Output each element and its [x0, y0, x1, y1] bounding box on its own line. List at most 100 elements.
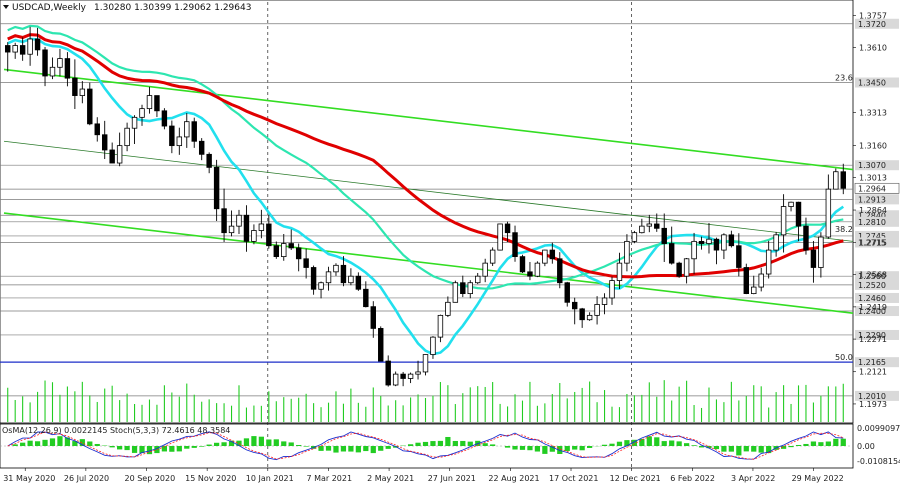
osma-bar: [534, 446, 541, 452]
osma-bar: [676, 441, 682, 446]
volume-layer: [7, 380, 844, 422]
candle-bear: [169, 125, 175, 147]
trend-lower-line: [3, 212, 854, 314]
candle-bull: [131, 116, 138, 129]
price-level-box: [855, 230, 899, 241]
x-tick-label: 17 Oct 2021: [549, 474, 598, 483]
osma-bar: [117, 446, 123, 450]
osma-bar: [385, 446, 391, 449]
candle-bear: [743, 267, 750, 295]
x-tick-label: 2 May 2021: [367, 474, 414, 483]
osma-bar: [579, 446, 585, 451]
candle-bear: [161, 110, 168, 127]
price-level-label: 1.2913: [858, 195, 886, 204]
candle-bull: [624, 240, 630, 264]
y-tick-label: 1.2121: [859, 368, 887, 377]
candle-bear: [266, 223, 272, 247]
candle-bull: [251, 230, 257, 242]
candle-bull: [601, 297, 608, 305]
candle-bear: [736, 245, 742, 268]
price-level-label: 1.3450: [858, 79, 886, 88]
ema-mid-line: [7, 24, 844, 290]
osma-bar: [683, 443, 690, 446]
x-tick-label: 12 Dec 2021: [610, 474, 661, 483]
osma-bar: [616, 441, 623, 446]
candle-bear: [243, 214, 250, 242]
candle-bull: [609, 280, 615, 299]
candle-bear: [668, 243, 675, 264]
osma-bar: [176, 446, 182, 452]
candles-layer: [5, 26, 846, 387]
osma-bar: [527, 446, 533, 451]
candle-bull: [683, 258, 690, 277]
candle-bear: [385, 360, 391, 386]
x-tick-label: 6 Feb 2022: [670, 474, 715, 483]
candle-bear: [101, 134, 108, 151]
osma-bar: [378, 446, 384, 451]
candle-bull: [415, 371, 421, 375]
candle-bear: [288, 243, 294, 249]
osma-layer: 0.0099097 0.00 -0.0108154: [0, 424, 900, 466]
candle-bull: [407, 373, 414, 379]
osma-bar: [609, 443, 615, 446]
price-level-box: [855, 271, 899, 282]
osma-bar: [139, 446, 145, 454]
osma-bar: [109, 446, 115, 448]
osma-bar: [654, 437, 660, 446]
osma-bar: [273, 439, 279, 446]
candle-bear: [564, 282, 570, 303]
price-level-box: [855, 237, 899, 248]
candle-bull: [475, 275, 481, 284]
osma-bar: [706, 446, 712, 449]
osma-bar: [661, 441, 667, 446]
candle-bull: [49, 66, 56, 77]
candle-bear: [109, 149, 115, 164]
symbol-label: USDCAD,Weekly: [12, 3, 87, 13]
price-level-box: [855, 292, 899, 303]
candle-bear: [571, 301, 578, 310]
candle-bull: [258, 223, 265, 231]
candle-bull: [333, 264, 339, 273]
x-tick-label: 22 Aug 2021: [488, 474, 539, 483]
osma-bar: [169, 446, 175, 452]
fib-label: 38.2: [835, 225, 853, 234]
candle-bear: [460, 282, 466, 295]
osma-bar: [422, 441, 429, 446]
price-level-label: 1.3720: [858, 20, 886, 29]
osma-bar: [146, 446, 153, 455]
price-axis[interactable]: 1.37201.34501.30701.29601.29131.28401.28…: [853, 12, 900, 409]
candle-bull: [773, 234, 779, 251]
osma-bar: [766, 446, 772, 454]
candle-bear: [295, 247, 302, 260]
candle-bear: [795, 201, 802, 227]
y-tick-label: 1.3013: [859, 174, 887, 183]
candle-bull: [430, 336, 436, 355]
triangle-down-icon[interactable]: [3, 5, 9, 9]
osma-bar: [79, 439, 85, 446]
candle-bear: [378, 328, 384, 362]
osma-bar: [355, 446, 361, 453]
candle-bear: [191, 121, 197, 142]
candle-bear: [676, 262, 682, 277]
indicator-label: OsMA(12,26,9) 0.0022145 Stoch(5,3,3) 72.…: [2, 426, 230, 435]
price-level-label: 1.2165: [858, 358, 886, 367]
indicator-tick-label: 0.0099097: [857, 424, 900, 433]
osma-bar: [452, 440, 458, 446]
price-panel[interactable]: [0, 0, 854, 424]
candle-bull: [489, 249, 496, 264]
candle-bear: [504, 223, 511, 234]
candle-bull: [594, 304, 600, 316]
x-tick-label: 27 Jun 2021: [428, 474, 476, 483]
candle-bear: [87, 88, 93, 125]
osma-bar: [221, 442, 227, 446]
candle-bear: [19, 45, 26, 55]
x-tick-label: 26 Jul 2020: [64, 474, 109, 483]
price-level-box: [855, 77, 899, 88]
osma-bar: [728, 446, 734, 452]
osma-bar: [49, 438, 56, 446]
candle-bull: [534, 262, 541, 277]
osma-bar: [721, 446, 727, 452]
time-axis[interactable]: 31 May 2020 26 Jul 2020 20 Sep 2020 15 Nov …: [3, 468, 844, 483]
osma-bar: [42, 439, 48, 446]
